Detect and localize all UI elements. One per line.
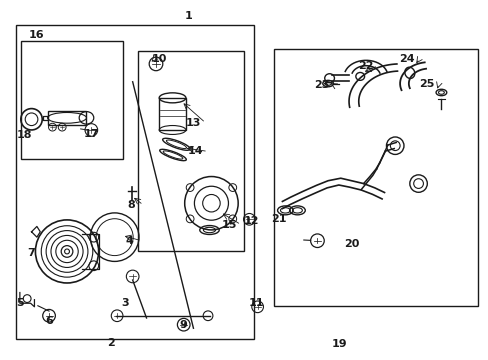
Text: 16: 16 — [29, 30, 44, 40]
Text: 5: 5 — [16, 298, 23, 308]
Bar — [273, 49, 477, 306]
Text: 3: 3 — [122, 298, 129, 308]
Text: 2: 2 — [107, 338, 114, 347]
Text: 4: 4 — [125, 236, 133, 246]
Text: 8: 8 — [127, 200, 135, 210]
Text: 1: 1 — [184, 11, 192, 21]
Bar — [16, 24, 254, 339]
Text: 22: 22 — [358, 61, 373, 71]
Text: 20: 20 — [343, 239, 358, 249]
Text: 19: 19 — [331, 339, 346, 349]
Text: 9: 9 — [180, 320, 187, 330]
Text: 14: 14 — [188, 147, 203, 157]
Text: 12: 12 — [244, 216, 259, 226]
Text: 6: 6 — [45, 316, 53, 326]
Text: 21: 21 — [270, 214, 285, 224]
Text: 10: 10 — [151, 54, 167, 64]
Text: 25: 25 — [418, 78, 434, 89]
Bar — [159, 98, 186, 130]
Text: 11: 11 — [248, 298, 264, 308]
Bar — [21, 41, 122, 158]
Text: 23: 23 — [314, 80, 329, 90]
Bar — [47, 111, 86, 125]
Text: 7: 7 — [28, 248, 35, 258]
Text: 17: 17 — [83, 129, 99, 139]
Text: 24: 24 — [399, 54, 414, 64]
Text: 13: 13 — [185, 118, 201, 128]
Text: 15: 15 — [221, 220, 236, 230]
Text: 18: 18 — [17, 130, 32, 140]
Bar — [137, 51, 244, 251]
